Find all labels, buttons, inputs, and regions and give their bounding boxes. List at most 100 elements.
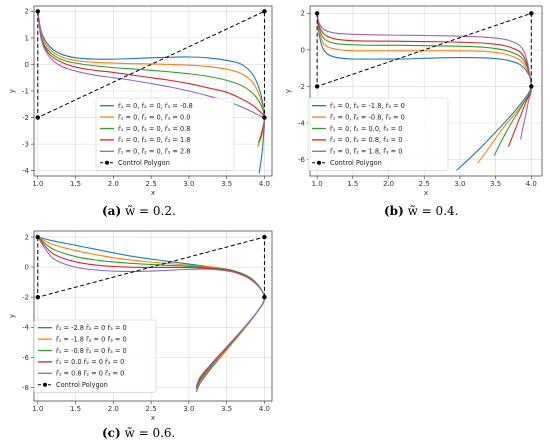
series-line-2 [316,13,532,164]
x-tick-label: 3.0 [454,180,465,188]
legend-entry-2: r̃₁ = -1.8 r̃₂ = 0 r̃₃ = 0 [56,335,127,343]
caption-c-label: (c) [102,426,121,440]
chart-panel-a: 1.0 1.5 2.0 2.5 3.0 3.5 4.0 2 1 0 -1 -2 -3 -4 x y r̃₁ = … [8,5,273,197]
legend-marker-control [105,160,109,165]
legend-box [95,97,235,171]
legend-box [33,319,157,393]
series-line-5 [37,236,266,387]
control-polygon-line [37,236,265,298]
x-tick-label: 3.5 [490,180,501,188]
control-polygon-line [37,10,265,119]
legend: r̃₁ = 0, r̃₂ = -1.8, r̃₃ = 0 r̃₁ = 0, r̃₂… [307,97,449,171]
series-line-4 [316,13,532,147]
control-point [35,9,40,14]
legend-entry-2: r̃₁ = 0, r̃₂ = -0.8, r̃₃ = 0 [330,113,405,121]
y-axis-label: y [8,314,16,318]
y-tick-label: 2 [25,233,29,241]
legend-entry-1: r̃₁ = 0, r̃₂ = 0, r̃₃ = -0.8 [118,102,193,110]
x-tick-label: 3.5 [221,405,232,413]
legend-entry-control: Control Polygon [330,159,382,167]
caption-c: (c) w̃ = 0.6. [102,426,175,440]
chart-panel-c: 1.0 1.5 2.0 2.5 3.0 3.5 4.0 2 0 -2 -4 -6 -8 x y r̃₁ = -… [8,230,273,422]
control-point [35,115,40,120]
control-point [314,11,320,16]
y-tick-label: -4 [22,167,30,175]
legend-entry-2: r̃₁ = 0, r̃₂ = 0, r̃₃ = 0.0 [118,113,190,121]
y-tick-label: -3 [22,141,29,149]
legend-entry-control: Control Polygon [118,159,170,167]
x-axis-label: x [151,189,155,197]
y-tick-label: -6 [298,156,306,164]
control-point [314,84,320,89]
legend-entry-control: Control Polygon [56,381,108,389]
legend-entry-3: r̃₁ = 0, r̃₂ = 0.0, r̃₃ = 0 [330,125,402,133]
y-tick-label: 2 [301,10,305,18]
x-axis-label: x [151,414,155,422]
x-tick-label: 1.5 [70,405,81,413]
y-tick-label: 0 [301,46,305,54]
x-tick-label: 4.0 [259,405,270,413]
x-tick-label: 2.5 [419,180,430,188]
series-line-5 [316,13,532,140]
axes-frame [33,5,273,177]
caption-c-text: w̃ = 0.6. [124,426,176,440]
control-point [262,9,267,14]
series-line-5 [37,11,266,133]
control-point [529,11,534,16]
legend-entry-4: r̃₁ = 0.0 r̃₂ = 0 r̃₃ = 0 [56,358,124,366]
y-tick-label: -2 [22,114,29,122]
x-tick-label: 3.0 [183,405,194,413]
y-axis-label: y [284,89,292,93]
x-tick-label: 1.0 [32,405,43,413]
y-tick-label: 0 [25,264,29,272]
legend-entry-1: r̃₁ = -2.8 r̃₂ = 0 r̃₃ = 0 [56,324,127,332]
x-tick-label: 1.5 [347,180,358,188]
y-tick-label: 0 [25,61,29,69]
y-axis-label: y [8,89,16,93]
control-point [262,294,267,300]
legend-entry-1: r̃₁ = 0, r̃₂ = -1.8, r̃₃ = 0 [330,102,405,110]
y-tick-label: -4 [298,119,306,127]
legend-entry-5: r̃₁ = 0, r̃₂ = 1.8, r̃₃ = 0 [330,148,402,156]
x-tick-label: 2.0 [383,180,394,188]
y-tick-label: -2 [298,83,305,91]
control-point [262,115,267,120]
caption-b-text: w̃ = 0.4. [407,204,459,218]
legend-entry-5: r̃₁ = 0.8 r̃₂ = 0 r̃₃ = 0 [56,370,124,378]
y-tick-label: -2 [22,294,29,302]
axes-frame [309,5,543,177]
legend-box [307,97,449,171]
chart-panel-b: 1.0 1.5 2.0 2.5 3.0 3.5 4.0 2 0 -2 -4 -6 x y r̃₁ = 0, … [284,5,543,197]
y-tick-label: -6 [22,354,30,362]
series-line-3 [316,13,532,157]
y-tick-label: -1 [22,87,29,95]
y-tick-label: -8 [22,384,29,392]
legend: r̃₁ = 0, r̃₂ = 0, r̃₃ = -0.8 r̃₁ = 0, r̃₂… [95,97,235,171]
axes-frame [33,230,273,402]
x-tick-label: 2.5 [146,180,157,188]
caption-b: (b) w̃ = 0.4. [384,204,458,218]
y-tick-label: 2 [25,8,29,16]
x-tick-label: 1.5 [70,180,81,188]
caption-b-label: (b) [384,204,404,218]
y-tick-label: 1 [25,34,29,42]
legend-entry-5: r̃₁ = 0, r̃₂ = 0, r̃₃ = 2.8 [118,148,190,156]
x-tick-label: 1.0 [32,180,43,188]
legend-marker-control [43,382,47,387]
x-tick-label: 3.5 [221,180,232,188]
legend-entry-3: r̃₁ = -0.8 r̃₂ = 0 r̃₃ = 0 [56,347,127,355]
legend-entry-4: r̃₁ = 0, r̃₂ = 0, r̃₃ = 1.8 [118,136,190,144]
y-tick-label: -4 [22,324,30,332]
control-point [35,294,40,300]
legend-marker-control [317,160,321,165]
x-tick-label: 4.0 [259,180,270,188]
caption-a-text: w̃ = 0.2. [124,204,176,218]
control-point [262,234,267,240]
x-tick-label: 4.0 [526,180,537,188]
control-point [529,84,534,89]
caption-a-label: (a) [102,204,122,218]
control-point [35,234,40,240]
series-line-1 [316,13,533,171]
x-tick-label: 2.5 [146,405,157,413]
caption-a: (a) w̃ = 0.2. [102,204,176,218]
